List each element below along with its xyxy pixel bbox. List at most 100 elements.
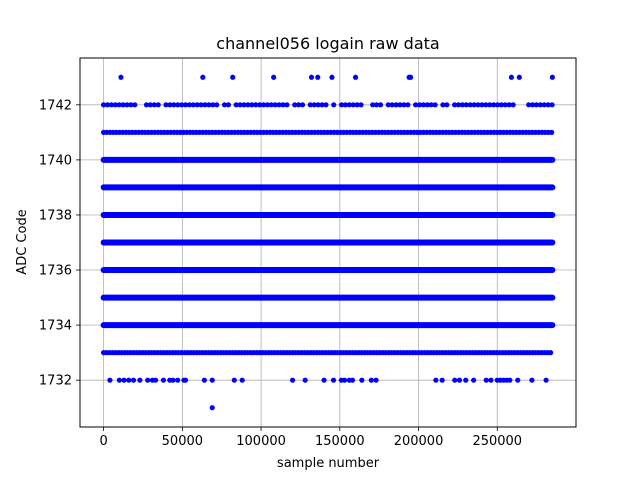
data-point <box>368 377 374 383</box>
data-point <box>416 102 423 108</box>
data-point <box>132 102 138 108</box>
data-point <box>280 102 286 108</box>
data-point <box>483 102 489 108</box>
data-point <box>230 74 236 80</box>
data-point <box>467 102 473 108</box>
plot-frame <box>79 57 577 428</box>
data-point <box>272 102 278 108</box>
data-point <box>201 377 207 383</box>
data-point <box>104 102 111 108</box>
x-tick-label: 0 <box>99 434 107 449</box>
data-point <box>455 102 462 108</box>
data-point <box>245 102 251 108</box>
data-point <box>116 377 122 383</box>
data-point <box>350 102 356 108</box>
data-point <box>428 102 434 108</box>
data-point <box>516 74 522 80</box>
data-point <box>354 102 360 108</box>
data-point <box>358 102 364 108</box>
data-point <box>175 102 181 108</box>
data-point <box>506 102 512 108</box>
data-point <box>479 102 485 108</box>
data-point <box>541 102 547 108</box>
x-tick-label: 100000 <box>236 434 286 449</box>
data-point <box>249 102 255 108</box>
data-point <box>163 102 169 108</box>
data-point <box>182 102 189 108</box>
y-tick-label: 1734 <box>39 319 72 334</box>
data-points <box>100 74 556 411</box>
data-point <box>121 377 127 383</box>
data-point <box>225 102 232 108</box>
data-point <box>101 102 107 108</box>
data-point <box>307 102 313 108</box>
data-point <box>529 377 535 383</box>
data-point <box>530 102 536 108</box>
data-point <box>221 102 228 108</box>
data-point <box>494 102 501 108</box>
data-point <box>209 377 215 383</box>
data-point <box>346 102 352 108</box>
data-point <box>515 377 521 383</box>
data-point <box>352 74 359 80</box>
data-point <box>543 377 549 383</box>
data-point <box>338 102 345 108</box>
data-point <box>549 102 555 108</box>
data-point <box>202 102 208 108</box>
data-point <box>452 102 458 108</box>
data-point <box>112 102 118 108</box>
data-point <box>389 102 395 108</box>
data-point <box>296 102 302 108</box>
data-point <box>385 102 391 108</box>
data-point <box>194 102 200 108</box>
data-point <box>276 102 282 108</box>
data-point <box>160 377 167 383</box>
data-point <box>471 377 477 383</box>
data-point <box>319 102 325 108</box>
y-tick-label: 1738 <box>39 208 72 223</box>
y-tick-label: 1742 <box>39 98 72 113</box>
data-point <box>475 102 481 108</box>
data-point <box>545 102 551 108</box>
data-point <box>239 377 245 383</box>
data-point <box>444 102 450 108</box>
data-point <box>483 377 489 383</box>
data-point <box>432 102 438 108</box>
data-point <box>155 102 161 108</box>
data-point <box>510 102 516 108</box>
data-point <box>299 102 306 108</box>
data-point <box>537 102 544 108</box>
data-point <box>533 102 540 108</box>
data-point <box>331 102 337 108</box>
x-tick-label: 200000 <box>394 434 444 449</box>
data-point <box>152 377 159 383</box>
data-point <box>308 74 315 80</box>
axis-ticks: 0 50000 100000 150000 200000 250000 1732 1734 17… <box>39 98 522 449</box>
data-point <box>182 377 189 383</box>
data-point <box>260 102 267 108</box>
data-point <box>130 377 137 383</box>
data-point <box>549 129 555 135</box>
data-point <box>439 377 445 383</box>
x-tick-label: 250000 <box>472 434 522 449</box>
data-point <box>190 102 196 108</box>
data-point <box>393 102 399 108</box>
data-point <box>471 102 477 108</box>
data-point <box>120 102 126 108</box>
x-tick-label: 50000 <box>162 434 203 449</box>
data-point <box>329 74 335 80</box>
data-point <box>302 377 308 383</box>
data-point <box>424 102 430 108</box>
data-point <box>186 102 193 108</box>
data-point <box>463 102 469 108</box>
data-point <box>231 377 237 383</box>
data-point <box>264 102 271 108</box>
data-point <box>377 102 384 108</box>
y-axis-title: ADC Code <box>15 209 30 274</box>
data-point <box>488 377 494 383</box>
data-point <box>145 377 151 383</box>
data-point <box>440 102 446 108</box>
data-point <box>214 102 220 108</box>
data-point <box>143 102 150 108</box>
data-point <box>206 102 212 108</box>
